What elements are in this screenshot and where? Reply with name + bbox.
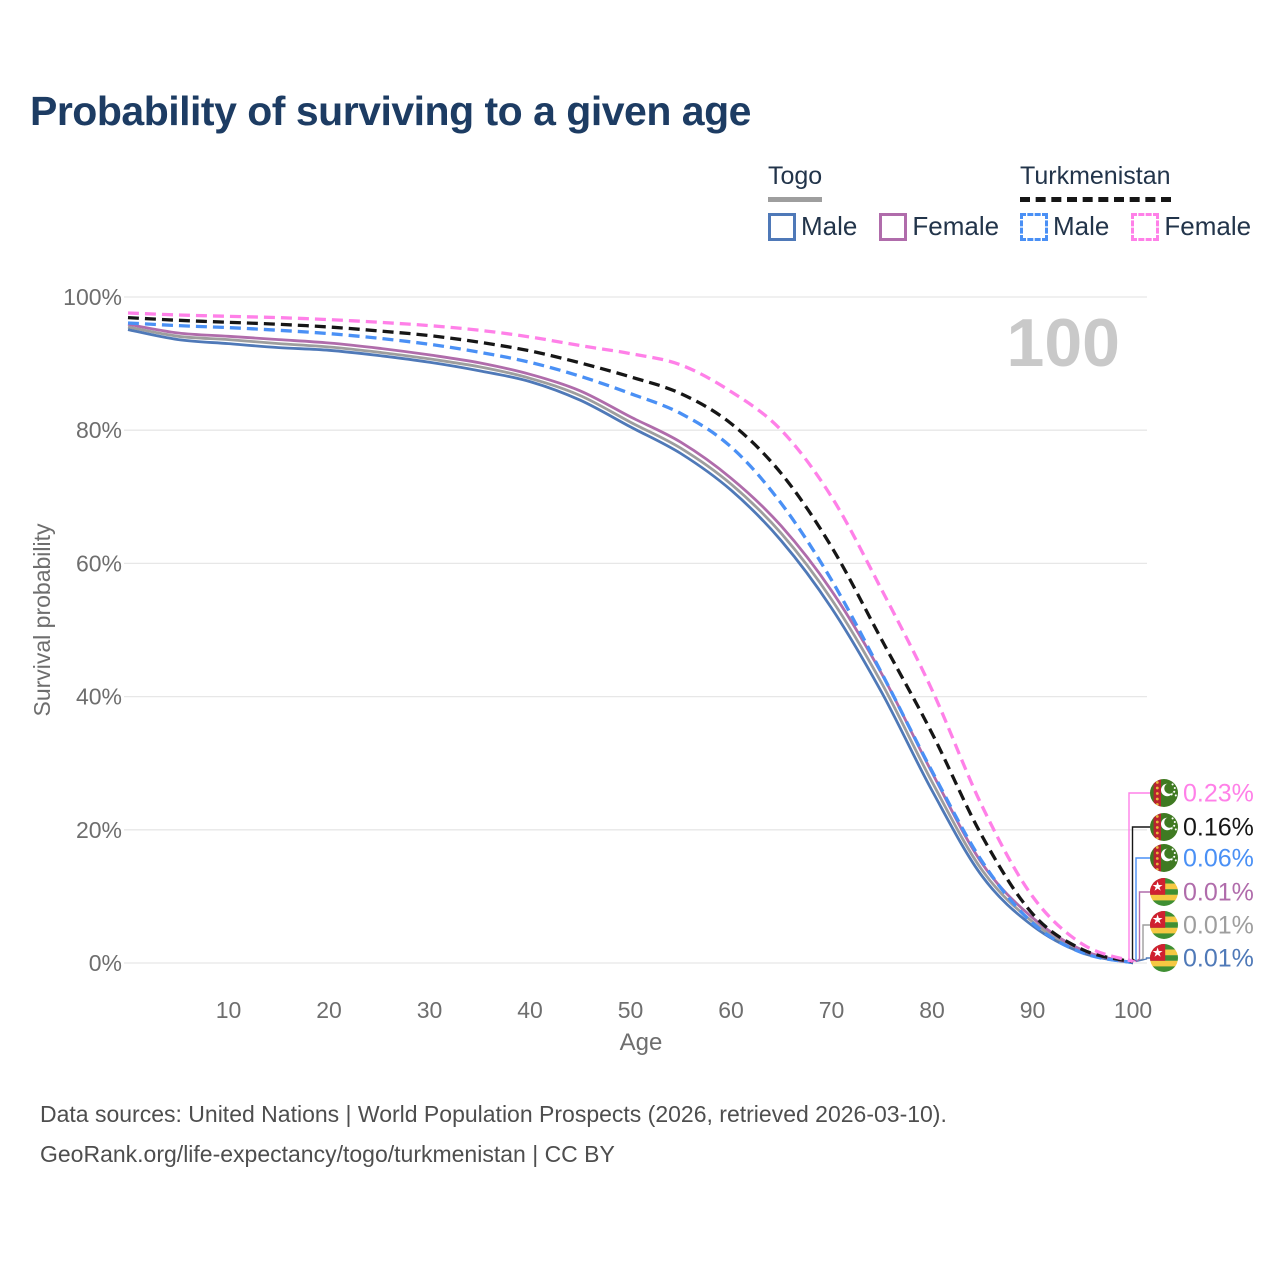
legend-togo-label: Togo [768, 162, 823, 190]
x-tick-label: 80 [919, 997, 945, 1023]
y-tick-label: 40% [76, 684, 122, 710]
y-tick-label: 0% [89, 950, 122, 976]
legend-turkmenistan-label: Turkmenistan [1020, 162, 1171, 190]
turkmenistan-flag-icon [1150, 813, 1178, 841]
y-tick-label: 100% [63, 284, 122, 310]
turkmenistan-male-swatch [1020, 212, 1048, 241]
series-line-turkmenistan-female[interactable] [127, 311, 1134, 964]
x-tick-label: 20 [316, 997, 342, 1023]
legend-turkmenistan-female[interactable]: Female [1131, 211, 1251, 242]
legend-group-togo: Togo Male Female [768, 162, 999, 242]
end-label-turkmenistan-male: 0.06% [1183, 845, 1254, 873]
turkmenistan-female-label: Female [1164, 211, 1252, 241]
end-label-togo-both-sexes: 0.01% [1183, 912, 1254, 940]
turkmenistan-female-swatch [1131, 212, 1160, 241]
legend-togo-male[interactable]: Male [768, 211, 857, 242]
legend-group-turkmenistan: Turkmenistan Male Female [1020, 162, 1251, 242]
end-label-connector [1135, 891, 1150, 963]
series-line-turkmenistan-both-sexes[interactable] [127, 315, 1134, 964]
x-axis-title: Age [620, 1029, 663, 1056]
x-tick-label: 30 [417, 997, 443, 1023]
y-axis-title: Survival probability [29, 523, 55, 717]
togo-flag-icon [1150, 911, 1178, 939]
togo-female-label: Female [912, 211, 1000, 241]
end-label-togo-female: 0.01% [1183, 879, 1254, 907]
x-tick-label: 60 [718, 997, 744, 1023]
x-tick-label: 10 [216, 997, 242, 1023]
hover-age-watermark: 100 [1007, 305, 1120, 381]
togo-male-label: Male [801, 211, 858, 241]
series-line-togo-both-sexes[interactable] [127, 325, 1134, 965]
legend-turkmenistan-male[interactable]: Male [1020, 211, 1109, 242]
end-label-connector [1135, 924, 1150, 963]
turkmenistan-male-label: Male [1053, 211, 1110, 241]
y-tick-label: 80% [76, 417, 122, 443]
togo-flag-icon [1150, 944, 1178, 972]
y-tick-label: 60% [76, 550, 122, 576]
page-title: Probability of surviving to a given age [30, 88, 751, 134]
end-label-togo-male: 0.01% [1183, 945, 1254, 973]
legend-togo-female[interactable]: Female [879, 211, 999, 242]
series-line-togo-female[interactable] [127, 322, 1134, 965]
y-tick-label: 20% [76, 817, 122, 843]
togo-flag-icon [1150, 878, 1178, 906]
end-label-connector [1131, 826, 1150, 963]
end-label-connector [1135, 957, 1150, 963]
turkmenistan-flag-icon [1150, 844, 1178, 872]
series-line-turkmenistan-male[interactable] [127, 321, 1134, 965]
x-tick-label: 70 [819, 997, 845, 1023]
togo-female-swatch [879, 212, 908, 241]
data-sources: Data sources: United Nations | World Pop… [40, 1094, 947, 1174]
x-tick-label: 40 [517, 997, 543, 1023]
legend-togo-header[interactable]: Togo [768, 162, 823, 202]
end-label-turkmenistan-female: 0.23% [1183, 780, 1254, 808]
legend-turkmenistan-header[interactable]: Turkmenistan [1020, 162, 1171, 202]
x-tick-label: 100 [1114, 997, 1152, 1023]
end-label-connector [1135, 857, 1150, 962]
x-tick-label: 50 [618, 997, 644, 1023]
turkmenistan-flag-icon [1150, 779, 1178, 807]
end-label-turkmenistan-both-sexes: 0.16% [1183, 814, 1254, 842]
data-sources-line1: Data sources: United Nations | World Pop… [40, 1101, 947, 1127]
x-tick-label: 90 [1020, 997, 1046, 1023]
togo-male-swatch [768, 212, 796, 241]
data-sources-line2: GeoRank.org/life-expectancy/togo/turkmen… [40, 1141, 615, 1167]
series-line-togo-male[interactable] [127, 328, 1134, 965]
